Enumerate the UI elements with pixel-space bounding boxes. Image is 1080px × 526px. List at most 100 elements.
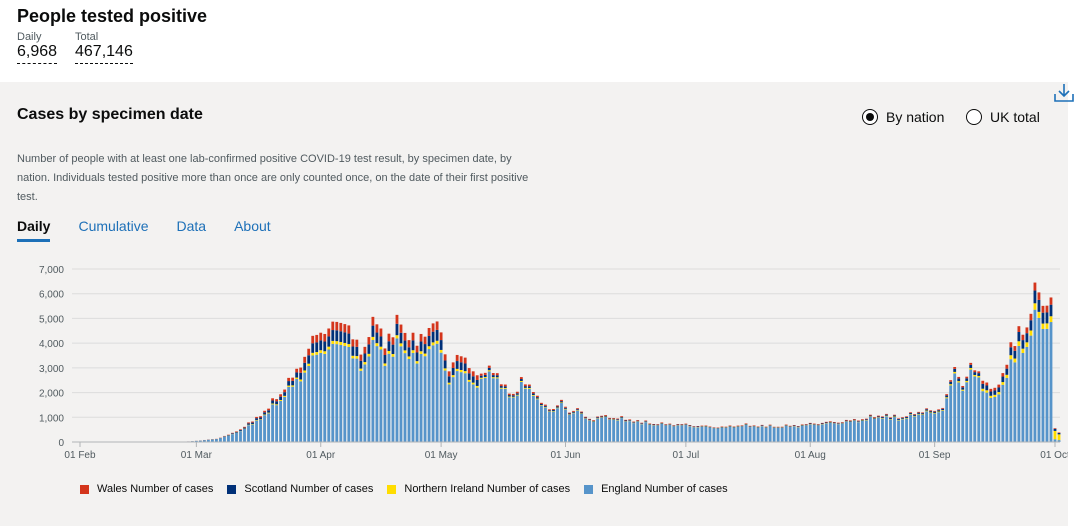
bar-wales [267, 408, 270, 411]
bar-england [672, 426, 676, 442]
bar-scotland [965, 378, 969, 381]
bar-wales [1029, 313, 1033, 321]
bar-wales [359, 354, 363, 361]
bar-northern-ireland [1021, 348, 1025, 353]
bar-wales [1037, 292, 1041, 300]
radio-uk-total[interactable]: UK total [966, 109, 1040, 125]
bar-wales [339, 322, 343, 332]
bar-england [479, 378, 483, 442]
bar-england [989, 397, 993, 442]
bar-england [323, 353, 327, 442]
bar-england [961, 390, 965, 442]
daily-value[interactable]: 6,968 [17, 43, 58, 64]
bar-england [584, 418, 587, 442]
bar-england [648, 424, 652, 442]
bar-scotland [259, 417, 262, 420]
bar-scotland [255, 418, 258, 420]
bar-wales [1009, 342, 1013, 348]
bar-england [527, 388, 531, 442]
bar-scotland [479, 375, 483, 378]
bar-england [315, 354, 319, 442]
bar-england [933, 413, 937, 442]
bar-england [279, 400, 283, 442]
bar-wales [263, 410, 266, 413]
bar-england [612, 419, 616, 442]
bar-england [808, 424, 812, 442]
bar-northern-ireland [1041, 323, 1045, 330]
radio-by-nation[interactable]: By nation [862, 109, 944, 125]
bar-northern-ireland [1045, 323, 1049, 329]
tab-daily[interactable]: Daily [17, 218, 51, 242]
bar-wales [997, 384, 1001, 388]
bar-scotland [455, 361, 459, 369]
bar-england [463, 373, 467, 442]
download-icon[interactable] [1053, 82, 1075, 104]
bar-wales [335, 321, 339, 331]
bar-northern-ireland [885, 415, 888, 417]
bar-scotland [572, 411, 575, 413]
bar-england [291, 386, 295, 442]
bar-wales [600, 415, 604, 417]
tab-about[interactable]: About [234, 218, 271, 234]
bar-scotland [267, 410, 270, 413]
bar-england [724, 427, 728, 442]
bar-northern-ireland [1053, 430, 1057, 440]
bar-england [981, 391, 985, 442]
bar-scotland [283, 392, 287, 396]
bar-england [387, 353, 391, 442]
bar-northern-ireland [1001, 382, 1005, 385]
bar-northern-ireland [435, 340, 439, 344]
bar-scotland [363, 353, 367, 363]
bar-england [311, 355, 315, 442]
bar-wales [668, 423, 672, 425]
bar-northern-ireland [893, 416, 896, 418]
bar-wales [981, 380, 985, 384]
bar-england [937, 412, 941, 442]
bar-scotland [527, 386, 531, 388]
bar-england [355, 358, 359, 442]
bar-northern-ireland [1037, 311, 1041, 318]
bar-scotland [407, 347, 411, 357]
bar-wales [656, 424, 660, 425]
bar-northern-ireland [881, 418, 884, 419]
bar-england [664, 425, 668, 442]
bar-wales [1049, 297, 1053, 305]
bar-scotland [989, 391, 993, 396]
bar-scotland [251, 422, 254, 425]
bar-northern-ireland [439, 349, 443, 353]
bar-england [788, 427, 792, 442]
bar-wales [961, 385, 965, 388]
bar-england [299, 381, 303, 442]
bar-wales [363, 346, 367, 354]
bar-northern-ireland [307, 363, 311, 366]
bar-england [347, 346, 351, 442]
bar-scotland [580, 412, 583, 414]
bar-wales [676, 424, 680, 425]
bar-scotland [945, 395, 949, 398]
bar-wales [295, 368, 299, 373]
bar-scotland [969, 364, 973, 369]
bar-england [905, 418, 908, 442]
bar-northern-ireland [323, 351, 327, 354]
tab-cumulative[interactable]: Cumulative [78, 218, 149, 234]
bar-northern-ireland [937, 411, 941, 413]
bar-england [668, 425, 672, 442]
bar-wales [499, 384, 503, 387]
total-value[interactable]: 467,146 [75, 43, 133, 64]
bar-northern-ireland [973, 374, 977, 377]
bar-scotland [235, 431, 238, 433]
bar-scotland [941, 408, 945, 411]
bar-northern-ireland [331, 340, 335, 344]
x-tick-label: 01 Jun [550, 450, 580, 461]
card-title: Cases by specimen date [17, 106, 203, 123]
x-tick-label: 01 Apr [306, 450, 336, 461]
bar-england [684, 425, 688, 442]
bar-northern-ireland [375, 343, 379, 347]
bar-scotland [359, 360, 363, 369]
tab-data[interactable]: Data [176, 218, 207, 234]
bar-scotland [804, 424, 808, 426]
bar-northern-ireland [471, 382, 475, 385]
bar-northern-ireland [993, 394, 997, 398]
x-tick-label: 01 Jul [673, 450, 700, 461]
bar-northern-ireland [355, 356, 359, 359]
